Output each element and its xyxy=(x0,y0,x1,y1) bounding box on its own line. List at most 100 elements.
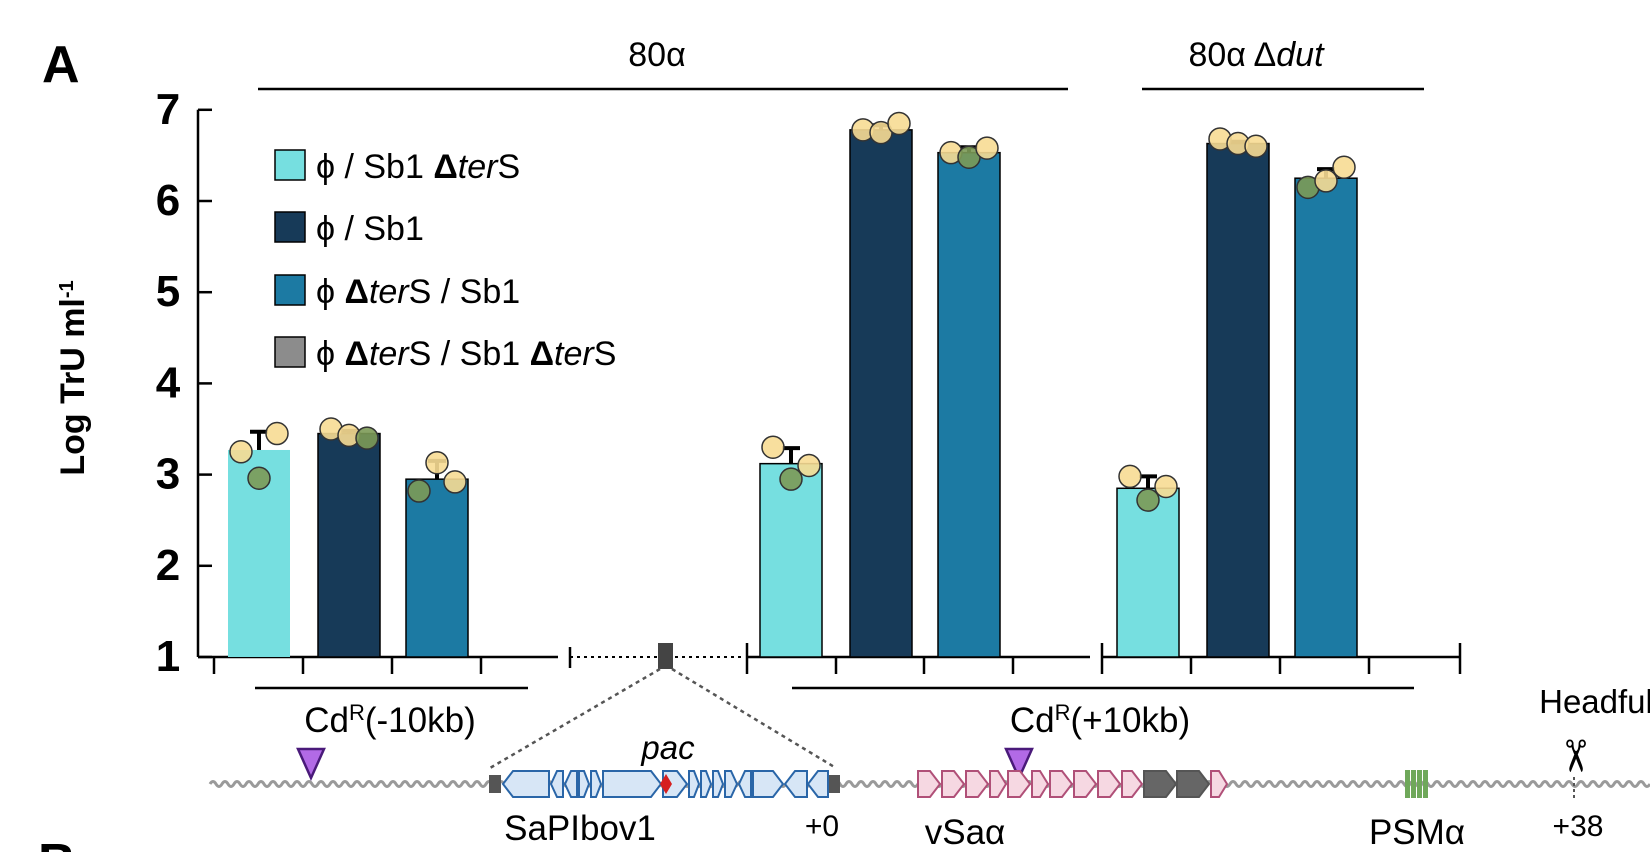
gene-arrow xyxy=(966,771,988,797)
gene-arrow xyxy=(713,771,723,797)
gene-arrow xyxy=(551,771,563,797)
data-point xyxy=(1137,489,1159,511)
data-point xyxy=(1333,156,1355,178)
gene-arrow xyxy=(1144,771,1176,797)
y-axis-label: Log TrU ml-1 xyxy=(54,280,92,475)
data-point xyxy=(1245,135,1267,157)
plus38-label: +38 xyxy=(1553,810,1604,843)
bar-group xyxy=(228,423,290,657)
bar-group xyxy=(1295,156,1357,657)
legend-item-phi_ters_sb1: ϕ ΔterS / Sb1 xyxy=(275,273,520,311)
data-point xyxy=(888,112,910,134)
vsa-genes xyxy=(918,771,1227,797)
bar-group xyxy=(406,452,468,657)
panel-label-next: B xyxy=(38,834,76,852)
bar-phi_ters_sb1 xyxy=(406,479,468,657)
bar-phi_sb1_ters xyxy=(760,464,822,657)
legend-swatch xyxy=(275,337,305,367)
legend-label: ϕ / Sb1 ΔterS xyxy=(316,148,520,186)
data-point xyxy=(248,467,270,489)
sapibov1-label: SaPIbov1 xyxy=(504,809,656,848)
gene-arrow xyxy=(1177,771,1209,797)
legend-swatch xyxy=(275,275,305,305)
gene-arrow xyxy=(1211,771,1227,797)
y-tick-label: 6 xyxy=(156,176,180,225)
genetic-map: CdR(-10kb) CdR(+10kb) pac SaPIbov1 +0 vS… xyxy=(210,669,1650,852)
gene-arrow xyxy=(579,771,589,797)
bar-phi_sb1_ters xyxy=(1117,488,1179,657)
gene-arrow xyxy=(753,771,783,797)
data-point xyxy=(408,480,430,502)
gene-arrow xyxy=(1032,771,1048,797)
bar-group xyxy=(760,436,822,657)
data-point xyxy=(426,452,448,474)
gene-arrow xyxy=(725,771,737,797)
data-point xyxy=(230,441,252,463)
data-point xyxy=(762,436,784,458)
gene-arrow xyxy=(1098,771,1120,797)
legend-item-phi_sb1_ters: ϕ / Sb1 ΔterS xyxy=(275,148,520,186)
gene-arrow xyxy=(603,771,661,797)
zoom-line-left xyxy=(490,669,660,768)
legend-label: ϕ / Sb1 xyxy=(316,210,424,248)
data-point xyxy=(780,468,802,490)
bar-phi_sb1 xyxy=(1207,144,1269,657)
sapi-right-end xyxy=(828,775,840,793)
data-point xyxy=(356,427,378,449)
legend-label: ϕ ΔterS / Sb1 ΔterS xyxy=(316,335,616,373)
gene-arrow xyxy=(701,771,711,797)
headful-label: Headful xyxy=(1539,683,1650,720)
bar-phi_sb1 xyxy=(850,130,912,657)
bar-phi_sb1 xyxy=(318,434,380,657)
gene-arrow xyxy=(503,771,549,797)
legend-item-phi_sb1: ϕ / Sb1 xyxy=(275,210,424,248)
gene-arrow xyxy=(1008,771,1030,797)
insertion-triangle-left xyxy=(298,749,324,778)
group-label-80a-dut: 80α Δdut xyxy=(1188,36,1325,74)
zoom-line-right xyxy=(672,669,836,768)
y-tick-label: 5 xyxy=(156,267,180,316)
gene-arrow xyxy=(990,771,1006,797)
bar-phi_ters_sb1 xyxy=(938,153,1000,657)
pac-label: pac xyxy=(640,729,695,766)
bar-group xyxy=(1117,465,1179,657)
bar-group xyxy=(318,418,380,657)
cdr-right-label: CdR(+10kb) xyxy=(1010,700,1190,741)
data-point xyxy=(1119,465,1141,487)
scissors-icon: ✂ xyxy=(1550,738,1599,775)
gene-arrow xyxy=(808,771,828,797)
legend-swatch xyxy=(275,212,305,242)
vsa-label: vSaα xyxy=(925,813,1006,852)
gene-arrow xyxy=(689,771,699,797)
bar-group xyxy=(938,137,1000,657)
data-point xyxy=(444,471,466,493)
bar-group xyxy=(850,112,912,657)
data-point xyxy=(1155,475,1177,497)
cdr-left-label: CdR(-10kb) xyxy=(304,700,476,741)
y-tick-label: 3 xyxy=(156,450,180,499)
data-point xyxy=(1315,170,1337,192)
data-point xyxy=(798,454,820,476)
gene-arrow xyxy=(1050,771,1072,797)
gene-arrow xyxy=(1074,771,1096,797)
axis-break-marker xyxy=(658,643,673,669)
gene-arrow xyxy=(942,771,964,797)
y-tick-label: 1 xyxy=(156,632,180,681)
plus0-label: +0 xyxy=(805,810,839,843)
sapi-left-end xyxy=(489,775,501,793)
legend-item-phi_ters_sb1_ters: ϕ ΔterS / Sb1 ΔterS xyxy=(275,335,616,373)
y-axis: 1 2 3 4 5 6 7 xyxy=(156,85,212,681)
bar-group xyxy=(1207,128,1269,657)
gene-arrow xyxy=(565,771,577,797)
gene-arrow xyxy=(1122,771,1142,797)
gene-arrow xyxy=(591,771,601,797)
data-point xyxy=(266,423,288,445)
gene-arrow xyxy=(918,771,940,797)
legend-label: ϕ ΔterS / Sb1 xyxy=(316,273,520,311)
bar-phi_ters_sb1 xyxy=(1295,178,1357,657)
gene-arrow xyxy=(785,771,807,797)
legend: ϕ / Sb1 ΔterS ϕ / Sb1 ϕ ΔterS / Sb1 ϕ ΔterS… xyxy=(275,148,616,373)
psm-label: PSMα xyxy=(1369,813,1465,852)
y-tick-label: 7 xyxy=(156,85,180,134)
